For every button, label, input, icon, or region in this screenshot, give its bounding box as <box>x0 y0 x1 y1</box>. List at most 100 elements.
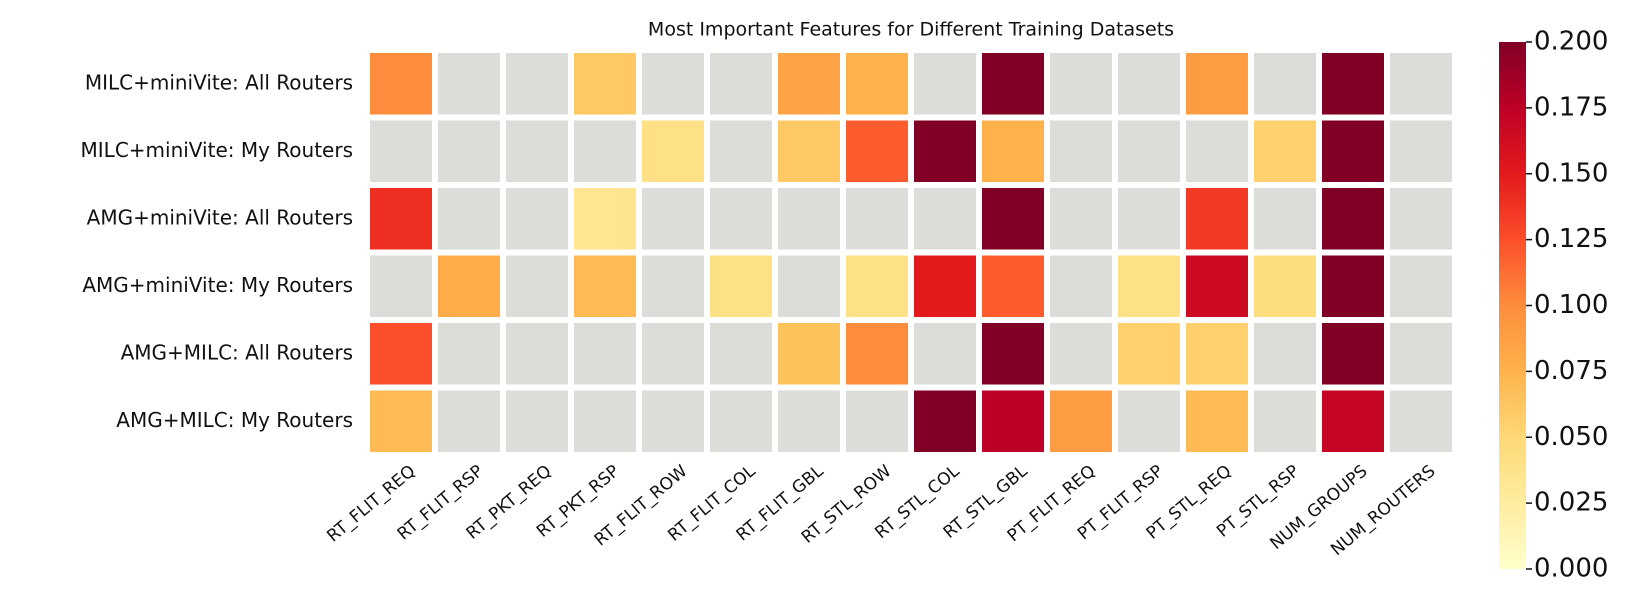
heatmap-cell <box>914 120 976 182</box>
heatmap-cell <box>1118 390 1180 452</box>
heatmap-cell <box>710 323 772 385</box>
colorbar-tick-label: 0.150 <box>1534 158 1608 188</box>
colorbar-tick-label: 0.075 <box>1534 356 1608 386</box>
heatmap-cell <box>982 255 1044 317</box>
heatmap-cell <box>982 390 1044 452</box>
heatmap-cell <box>642 323 704 385</box>
heatmap-cell <box>1186 390 1248 452</box>
heatmap-cell <box>506 188 568 250</box>
heatmap-cell <box>982 323 1044 385</box>
heatmap-cell <box>438 255 500 317</box>
heatmap-cell <box>846 323 908 385</box>
heatmap-cell <box>438 188 500 250</box>
heatmap-cell <box>1186 188 1248 250</box>
row-label: AMG+miniVite: All Routers <box>87 205 353 229</box>
heatmap-cell <box>710 120 772 182</box>
heatmap-cell <box>438 53 500 115</box>
heatmap-cell <box>982 120 1044 182</box>
heatmap-cell <box>1050 390 1112 452</box>
row-label: AMG+miniVite: My Routers <box>82 273 353 297</box>
heatmap-cell <box>1186 53 1248 115</box>
heatmap-cell <box>370 323 432 385</box>
colorbar <box>1499 42 1526 569</box>
heatmap-cell <box>1254 390 1316 452</box>
colorbar-tick-label: 0.050 <box>1534 422 1608 452</box>
heatmap-cell <box>438 390 500 452</box>
heatmap-cell <box>1390 53 1452 115</box>
heatmap-cell <box>1322 323 1384 385</box>
heatmap-cell <box>370 188 432 250</box>
heatmap-cell <box>1322 53 1384 115</box>
heatmap-cell <box>1390 323 1452 385</box>
heatmap-cell <box>1390 390 1452 452</box>
heatmap-cell <box>1390 120 1452 182</box>
heatmap-cell <box>778 255 840 317</box>
heatmap-cell <box>574 53 636 115</box>
heatmap-cell <box>642 255 704 317</box>
heatmap-cell <box>642 53 704 115</box>
heatmap-cell <box>1322 120 1384 182</box>
heatmap-cell <box>1322 390 1384 452</box>
heatmap-cell <box>710 188 772 250</box>
heatmap-cell <box>1322 255 1384 317</box>
heatmap-cell <box>370 390 432 452</box>
heatmap-cell <box>778 188 840 250</box>
heatmap-cell <box>1050 255 1112 317</box>
row-label: MILC+miniVite: All Routers <box>85 70 353 94</box>
heatmap-cell <box>1322 188 1384 250</box>
heatmap-cell <box>710 390 772 452</box>
heatmap-cell <box>642 188 704 250</box>
heatmap-cell <box>1118 323 1180 385</box>
heatmap-cell <box>1254 120 1316 182</box>
heatmap-cell <box>1254 255 1316 317</box>
heatmap-cell <box>846 255 908 317</box>
heatmap-cell <box>778 120 840 182</box>
colorbar-tick-label: 0.125 <box>1534 224 1608 254</box>
colorbar-tick-label: 0.200 <box>1534 27 1608 57</box>
row-label: MILC+miniVite: My Routers <box>81 138 353 162</box>
heatmap-cell <box>1254 188 1316 250</box>
heatmap-cell <box>914 323 976 385</box>
heatmap-cell <box>1186 120 1248 182</box>
heatmap-cell <box>370 53 432 115</box>
heatmap-cell <box>982 53 1044 115</box>
heatmap-cell <box>1050 120 1112 182</box>
heatmap-cell <box>642 390 704 452</box>
row-label: AMG+MILC: All Routers <box>121 340 353 364</box>
heatmap-cell <box>914 390 976 452</box>
heatmap-cell <box>574 120 636 182</box>
heatmap-cell <box>1186 323 1248 385</box>
heatmap-cell <box>574 323 636 385</box>
heatmap-cell <box>1254 53 1316 115</box>
heatmap-cell <box>1118 53 1180 115</box>
colorbar-tick-label: 0.000 <box>1534 554 1608 584</box>
heatmap-cell <box>1050 53 1112 115</box>
heatmap-cell <box>982 188 1044 250</box>
heatmap-cell <box>914 188 976 250</box>
heatmap-cell <box>1186 255 1248 317</box>
heatmap-cell <box>506 323 568 385</box>
heatmap-cell <box>710 53 772 115</box>
heatmap-cell <box>778 323 840 385</box>
colorbar-tick-label: 0.100 <box>1534 290 1608 320</box>
colorbar-tick-label: 0.175 <box>1534 92 1608 122</box>
heatmap-cell <box>506 255 568 317</box>
heatmap-cell <box>438 120 500 182</box>
heatmap-cell <box>778 53 840 115</box>
heatmap-cell <box>574 255 636 317</box>
heatmap-cell <box>438 323 500 385</box>
heatmap-cell <box>846 53 908 115</box>
heatmap-cell <box>574 390 636 452</box>
colorbar-tick-label: 0.025 <box>1534 488 1608 518</box>
heatmap-cell <box>1050 323 1112 385</box>
heatmap-cell <box>846 188 908 250</box>
heatmap-cell <box>778 390 840 452</box>
heatmap-cell <box>1390 255 1452 317</box>
heatmap-cell <box>642 120 704 182</box>
heatmap-cell <box>1118 120 1180 182</box>
heatmap-cell <box>914 53 976 115</box>
heatmap-cell <box>506 390 568 452</box>
heatmap-cell <box>710 255 772 317</box>
chart-title: Most Important Features for Different Tr… <box>648 19 1174 41</box>
